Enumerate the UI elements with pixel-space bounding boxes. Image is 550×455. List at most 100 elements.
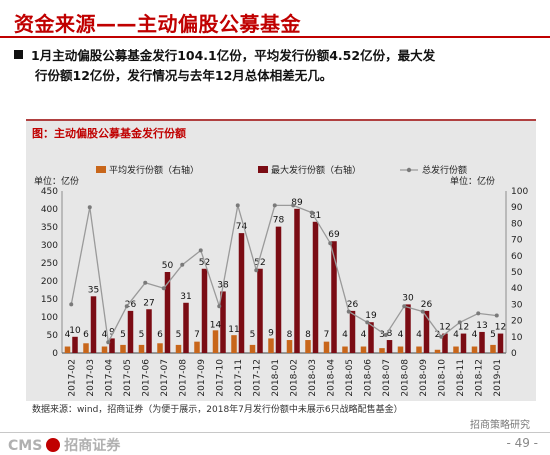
avg-data-label: 5 (139, 330, 145, 340)
total-issuance-point (143, 280, 148, 285)
bullet-square-icon (14, 50, 23, 59)
watermark: 招商策略研究 (470, 420, 530, 431)
logo-mark-icon (46, 438, 61, 452)
total-issuance-line (70, 204, 497, 345)
x-tick-label: 2018-12 (474, 359, 484, 397)
avg-data-label: 4 (398, 330, 404, 340)
legend-marker (406, 167, 412, 173)
legend-label: 最大发行份额（右轴） (271, 164, 361, 176)
max-issuance-bar (442, 333, 448, 353)
x-tick-label: 2018-10 (437, 359, 447, 397)
avg-issuance-bar (157, 343, 163, 353)
total-issuance-point (69, 302, 74, 307)
avg-issuance-bar (212, 330, 219, 353)
total-issuance-point (365, 320, 370, 325)
right-tick-label: 20 (511, 317, 523, 327)
avg-data-label: 4 (453, 330, 459, 340)
avg-data-label: 4 (361, 330, 367, 340)
max-issuance-bar (312, 221, 319, 353)
total-issuance-point (161, 286, 166, 291)
max-data-label: 12 (458, 323, 469, 333)
legend-swatch (96, 166, 106, 173)
x-tick-label: 2017-03 (86, 359, 96, 397)
right-tick-label: 80 (511, 219, 523, 229)
avg-issuance-bar (434, 349, 441, 353)
avg-data-label: 4 (472, 330, 478, 340)
max-issuance-bar (331, 241, 337, 353)
total-issuance-point (198, 248, 203, 253)
right-tick-label: 50 (511, 268, 523, 278)
avg-data-label: 3 (379, 330, 385, 340)
avg-issuance-bar (83, 343, 89, 353)
max-issuance-bar (479, 331, 485, 353)
avg-data-label: 4 (102, 330, 108, 340)
max-data-label: 50 (162, 261, 174, 271)
x-tick-label: 2018-03 (308, 359, 318, 397)
avg-issuance-bar (138, 344, 145, 353)
x-tick-label: 2018-08 (400, 359, 410, 397)
x-tick-label: 2018-06 (363, 359, 373, 397)
company-logo: CMS 招商证券 (8, 435, 120, 455)
max-data-label: 13 (476, 321, 487, 331)
avg-issuance-bar (101, 346, 108, 353)
avg-data-label: 6 (157, 330, 163, 340)
right-tick-label: 90 (511, 203, 523, 213)
avg-data-label: 5 (490, 330, 496, 340)
avg-issuance-bar (360, 346, 367, 353)
total-issuance-point (402, 304, 407, 309)
avg-issuance-bar (305, 340, 311, 353)
right-tick-label: 70 (511, 236, 523, 246)
avg-data-label: 14 (210, 320, 222, 330)
left-tick-label: 300 (41, 241, 58, 251)
avg-data-label: 7 (324, 330, 330, 340)
left-tick-label: 50 (47, 331, 59, 341)
left-tick-label: 100 (41, 313, 58, 323)
total-issuance-point (309, 210, 314, 215)
max-data-label: 27 (143, 298, 154, 308)
total-issuance-point (87, 205, 92, 210)
total-issuance-point (420, 309, 425, 314)
max-issuance-bar (201, 268, 208, 353)
x-tick-label: 2017-08 (178, 359, 188, 397)
legend-label: 总发行份额 (422, 164, 467, 176)
avg-data-label: 5 (176, 330, 182, 340)
left-tick-label: 200 (41, 277, 58, 287)
max-issuance-bar (127, 310, 134, 353)
total-issuance-point (235, 203, 240, 208)
x-tick-label: 2018-02 (289, 359, 299, 397)
left-tick-label: 250 (41, 259, 58, 269)
max-issuance-bar (386, 340, 393, 353)
total-issuance-point (106, 340, 111, 345)
right-tick-label: 40 (511, 284, 523, 294)
x-tick-label: 2017-09 (197, 359, 207, 397)
max-data-label: 26 (421, 300, 433, 310)
avg-issuance-bar (249, 344, 256, 353)
logo-en: CMS (8, 438, 43, 454)
x-tick-label: 2017-11 (234, 359, 244, 397)
right-tick-label: 10 (511, 333, 523, 343)
x-tick-label: 2017-07 (160, 359, 170, 397)
avg-issuance-bar (471, 346, 478, 353)
x-tick-label: 2017-04 (104, 359, 114, 397)
max-issuance-bar (275, 226, 282, 353)
max-issuance-bar (349, 310, 356, 353)
avg-data-label: 8 (287, 330, 293, 340)
total-issuance-point (476, 311, 481, 316)
x-tick-label: 2018-01 (271, 359, 281, 397)
max-issuance-bar (368, 322, 374, 353)
total-issuance-point (494, 313, 499, 318)
total-issuance-point (124, 304, 129, 309)
right-tick-label: 0 (511, 349, 517, 359)
x-tick-label: 2017-02 (67, 359, 77, 397)
total-issuance-point (346, 309, 351, 314)
left-tick-label: 0 (52, 349, 58, 359)
avg-data-label: 5 (250, 330, 256, 340)
total-issuance-point (291, 203, 296, 208)
footer-divider (0, 432, 550, 433)
avg-data-label: 9 (268, 328, 274, 338)
avg-issuance-bar (490, 344, 496, 353)
max-issuance-bar (90, 296, 97, 353)
data-source: 数据来源：wind，招商证券（为便于展示，2018年7月发行份额中未展示6只战略… (32, 405, 403, 415)
avg-data-label: 6 (83, 330, 89, 340)
legend-swatch (258, 166, 268, 173)
